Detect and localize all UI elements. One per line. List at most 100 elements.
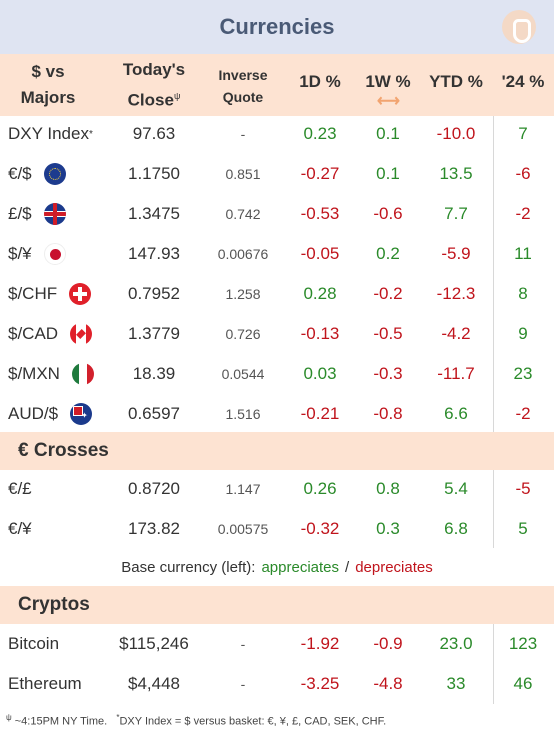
change-2024: 9 bbox=[518, 324, 528, 343]
pair-name: $/¥ bbox=[8, 244, 32, 263]
close-value: 147.93 bbox=[128, 244, 180, 263]
change-1d: 0.26 bbox=[303, 479, 337, 498]
change-ytd: 7.7 bbox=[444, 204, 468, 223]
change-2024: -6 bbox=[515, 164, 531, 183]
table-row: $/¥ 147.93 0.00676 -0.05 0.2 -5.9 11 bbox=[0, 234, 554, 274]
inverse-value: 0.726 bbox=[225, 326, 261, 342]
change-1w: 0.3 bbox=[376, 519, 400, 538]
table-row: €/£ 0.8720 1.147 0.26 0.8 5.4 -5 bbox=[0, 469, 554, 509]
header-24: '24 % bbox=[501, 72, 545, 91]
change-2024: -5 bbox=[515, 479, 531, 498]
pair-cell: Bitcoin bbox=[8, 624, 59, 664]
inverse-value: 1.516 bbox=[225, 406, 261, 422]
change-2024: 11 bbox=[514, 244, 532, 263]
change-1d: -0.27 bbox=[300, 164, 340, 183]
header-ytd: YTD % bbox=[429, 72, 483, 91]
inverse-value: - bbox=[240, 676, 246, 692]
color-legend: Base currency (left): appreciates / depr… bbox=[0, 548, 554, 586]
japan-flag-icon bbox=[43, 243, 66, 265]
pair-name: DXY Index bbox=[8, 124, 89, 143]
change-1d: 0.23 bbox=[303, 124, 337, 143]
swiss-flag-icon bbox=[69, 283, 92, 305]
change-ytd: 23.0 bbox=[439, 634, 473, 653]
cryptos-section-header: Cryptos bbox=[0, 586, 554, 624]
mexico-flag-icon bbox=[71, 363, 94, 385]
crosses-section-header: € Crosses bbox=[0, 432, 554, 470]
inverse-value: 0.742 bbox=[225, 206, 261, 222]
change-1d: -0.53 bbox=[300, 204, 340, 223]
pair-cell: €/$ bbox=[8, 154, 66, 194]
header-inverse: Inverse Quote bbox=[218, 67, 268, 105]
legend-appreciates: appreciates bbox=[261, 558, 340, 576]
close-value: 0.8720 bbox=[128, 479, 180, 498]
change-2024: -2 bbox=[515, 404, 531, 423]
change-2024: 46 bbox=[513, 674, 533, 693]
inverse-value: 0.851 bbox=[225, 166, 261, 182]
pair-name: Ethereum bbox=[8, 674, 82, 693]
change-2024: -2 bbox=[515, 204, 531, 223]
close-value: 18.39 bbox=[132, 364, 176, 383]
header-1w: 1W % bbox=[365, 72, 411, 91]
table-row: DXY Index * 97.63 - 0.23 0.1 -10.0 7 bbox=[0, 114, 554, 154]
change-2024: 123 bbox=[508, 634, 538, 653]
table-row: $/MXN 18.39 0.0544 0.03 -0.3 -11.7 23 bbox=[0, 354, 554, 394]
pair-name: $/MXN bbox=[8, 364, 60, 383]
change-1w: -0.5 bbox=[373, 324, 403, 343]
legend-depreciates: depreciates bbox=[355, 558, 433, 576]
footnote: ψ ~4:15PM NY Time. *DXY Index = $ versus… bbox=[6, 713, 387, 728]
table-row: £/$ 1.3475 0.742 -0.53 -0.6 7.7 -2 bbox=[0, 194, 554, 234]
pair-cell: $/¥ bbox=[8, 234, 66, 274]
change-1d: -0.32 bbox=[300, 519, 340, 538]
canada-flag-icon bbox=[70, 323, 93, 345]
close-value: $4,448 bbox=[128, 674, 180, 693]
change-ytd: -5.9 bbox=[441, 244, 471, 263]
pair-cell: AUD/$ bbox=[8, 394, 93, 434]
change-1w: 0.8 bbox=[376, 479, 400, 498]
change-1d: -0.13 bbox=[300, 324, 340, 343]
change-ytd: 6.8 bbox=[444, 519, 468, 538]
pair-cell: $/CHF bbox=[8, 274, 92, 314]
close-value: 0.6597 bbox=[128, 404, 180, 423]
change-1w: -0.6 bbox=[373, 204, 403, 223]
pair-cell: $/MXN bbox=[8, 354, 94, 394]
change-1d: 0.03 bbox=[303, 364, 337, 383]
header-close: Today's Closeψ bbox=[122, 59, 186, 110]
pair-name: €/$ bbox=[8, 164, 32, 183]
close-value: 173.82 bbox=[128, 519, 180, 538]
change-1w: -0.8 bbox=[373, 404, 403, 423]
pair-cell: €/£ bbox=[8, 469, 32, 509]
change-1d: -3.25 bbox=[300, 674, 340, 693]
change-1w: 0.1 bbox=[376, 124, 400, 143]
column-divider bbox=[493, 470, 494, 548]
inverse-value: 0.00676 bbox=[217, 246, 269, 262]
inverse-value: 0.00575 bbox=[217, 521, 269, 537]
pair-name: €/£ bbox=[8, 479, 32, 498]
inverse-value: 1.258 bbox=[225, 286, 261, 302]
table-row: AUD/$ 0.6597 1.516 -0.21 -0.8 6.6 -2 bbox=[0, 394, 554, 434]
pair-name: $/CAD bbox=[8, 324, 59, 343]
footnote-mark: * bbox=[88, 128, 93, 140]
australia-flag-icon bbox=[70, 403, 93, 425]
change-1w: 0.2 bbox=[376, 244, 400, 263]
close-value: $115,246 bbox=[119, 634, 189, 653]
pair-name: £/$ bbox=[8, 204, 32, 223]
change-1w: 0.1 bbox=[376, 164, 400, 183]
inverse-value: - bbox=[240, 126, 246, 142]
pair-name: €/¥ bbox=[8, 519, 32, 538]
change-ytd: 13.5 bbox=[439, 164, 473, 183]
brand-logo-icon bbox=[502, 10, 536, 44]
change-2024: 5 bbox=[518, 519, 528, 538]
change-1w: -4.8 bbox=[373, 674, 403, 693]
change-1w: -0.9 bbox=[373, 634, 403, 653]
column-divider bbox=[493, 116, 494, 432]
page-title: Currencies bbox=[219, 14, 335, 39]
pair-cell: $/CAD bbox=[8, 314, 93, 354]
eu-flag-icon bbox=[43, 163, 66, 185]
inverse-value: 1.147 bbox=[225, 481, 261, 497]
title-bar: Currencies bbox=[0, 0, 554, 54]
change-ytd: 33 bbox=[446, 674, 466, 693]
change-ytd: -4.2 bbox=[441, 324, 471, 343]
table-row: Ethereum $4,448 - -3.25 -4.8 33 46 bbox=[0, 664, 554, 704]
column-divider bbox=[493, 624, 494, 704]
change-ytd: -12.3 bbox=[436, 284, 476, 303]
